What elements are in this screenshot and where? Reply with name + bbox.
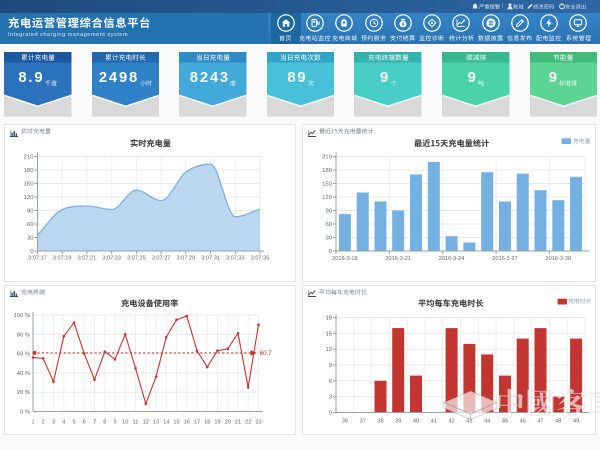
svg-text:38: 38: [377, 418, 383, 424]
svg-text:14: 14: [163, 419, 169, 425]
svg-text:3:07:35: 3:07:35: [251, 256, 270, 262]
svg-text:120: 120: [24, 195, 35, 201]
svg-text:3:07:25: 3:07:25: [127, 256, 146, 262]
svg-text:43: 43: [466, 418, 472, 424]
svg-text:90: 90: [27, 209, 34, 215]
svg-text:7: 7: [93, 419, 96, 425]
svg-text:5: 5: [72, 419, 75, 425]
svg-text:210: 210: [322, 155, 333, 161]
svg-text:39: 39: [395, 418, 401, 424]
svg-text:46: 46: [520, 418, 526, 424]
svg-text:0: 0: [30, 249, 34, 255]
svg-text:15: 15: [325, 331, 332, 337]
svg-text:3:07:29: 3:07:29: [176, 256, 195, 262]
svg-text:3:07:31: 3:07:31: [201, 256, 220, 262]
svg-text:3:07:17: 3:07:17: [28, 256, 47, 262]
svg-text:15: 15: [173, 419, 179, 425]
svg-text:8: 8: [103, 419, 106, 425]
svg-text:16: 16: [184, 419, 190, 425]
svg-text:49: 49: [573, 418, 579, 424]
svg-text:2016-3-30: 2016-3-30: [546, 256, 572, 262]
svg-text:36: 36: [342, 418, 348, 424]
svg-text:10: 10: [122, 419, 128, 425]
svg-text:9: 9: [329, 363, 332, 369]
svg-text:40 %: 40 %: [17, 370, 30, 376]
svg-text:2016-3-24: 2016-3-24: [439, 256, 465, 262]
svg-text:3:07:33: 3:07:33: [226, 256, 245, 262]
svg-text:44: 44: [484, 418, 490, 424]
svg-text:37: 37: [360, 418, 366, 424]
svg-text:30: 30: [325, 236, 332, 242]
svg-text:1: 1: [31, 419, 34, 425]
svg-text:9: 9: [113, 419, 116, 425]
svg-text:180: 180: [24, 168, 35, 174]
svg-text:120: 120: [322, 195, 333, 201]
svg-text:0: 0: [329, 410, 333, 416]
svg-text:42: 42: [448, 418, 454, 424]
svg-text:3: 3: [52, 419, 55, 425]
svg-text:40: 40: [413, 418, 419, 424]
svg-text:30: 30: [27, 236, 34, 242]
svg-text:3:07:21: 3:07:21: [78, 256, 97, 262]
svg-text:12: 12: [325, 347, 332, 353]
svg-text:3: 3: [329, 394, 333, 400]
svg-text:210: 210: [24, 155, 35, 161]
svg-text:60: 60: [27, 222, 34, 228]
svg-text:60: 60: [325, 222, 332, 228]
svg-text:0 %: 0 %: [20, 409, 30, 415]
svg-text:18: 18: [325, 315, 332, 321]
svg-text:45: 45: [502, 418, 508, 424]
svg-text:100 %: 100 %: [14, 313, 30, 319]
svg-text:2: 2: [42, 419, 45, 425]
svg-text:2016-3-21: 2016-3-21: [385, 256, 411, 262]
svg-text:90: 90: [325, 209, 332, 215]
svg-text:180: 180: [322, 168, 333, 174]
svg-text:21: 21: [235, 419, 241, 425]
svg-text:3:07:19: 3:07:19: [53, 256, 72, 262]
svg-text:23: 23: [255, 419, 261, 425]
svg-text:4: 4: [62, 419, 65, 425]
svg-text:2016-3-27: 2016-3-27: [492, 256, 518, 262]
svg-text:11: 11: [133, 419, 139, 425]
svg-text:12: 12: [143, 419, 149, 425]
svg-text:3:07:23: 3:07:23: [102, 256, 121, 262]
svg-text:41: 41: [431, 418, 437, 424]
svg-text:22: 22: [245, 419, 251, 425]
svg-text:2016-3-18: 2016-3-18: [332, 256, 358, 262]
svg-text:20 %: 20 %: [17, 390, 30, 396]
svg-text:6: 6: [83, 419, 86, 425]
svg-text:48: 48: [555, 418, 561, 424]
svg-text:60 %: 60 %: [17, 351, 30, 357]
svg-text:13: 13: [153, 419, 159, 425]
svg-text:80 %: 80 %: [17, 332, 30, 338]
svg-text:60.7: 60.7: [260, 350, 273, 357]
svg-text:17: 17: [194, 419, 200, 425]
svg-text:47: 47: [537, 418, 543, 424]
svg-text:150: 150: [24, 182, 35, 188]
svg-text:18: 18: [204, 419, 210, 425]
svg-text:19: 19: [214, 419, 220, 425]
svg-text:6: 6: [329, 378, 333, 384]
svg-text:0: 0: [329, 249, 333, 255]
svg-text:150: 150: [322, 182, 333, 188]
svg-text:20: 20: [225, 419, 231, 425]
svg-text:3:07:27: 3:07:27: [152, 256, 171, 262]
